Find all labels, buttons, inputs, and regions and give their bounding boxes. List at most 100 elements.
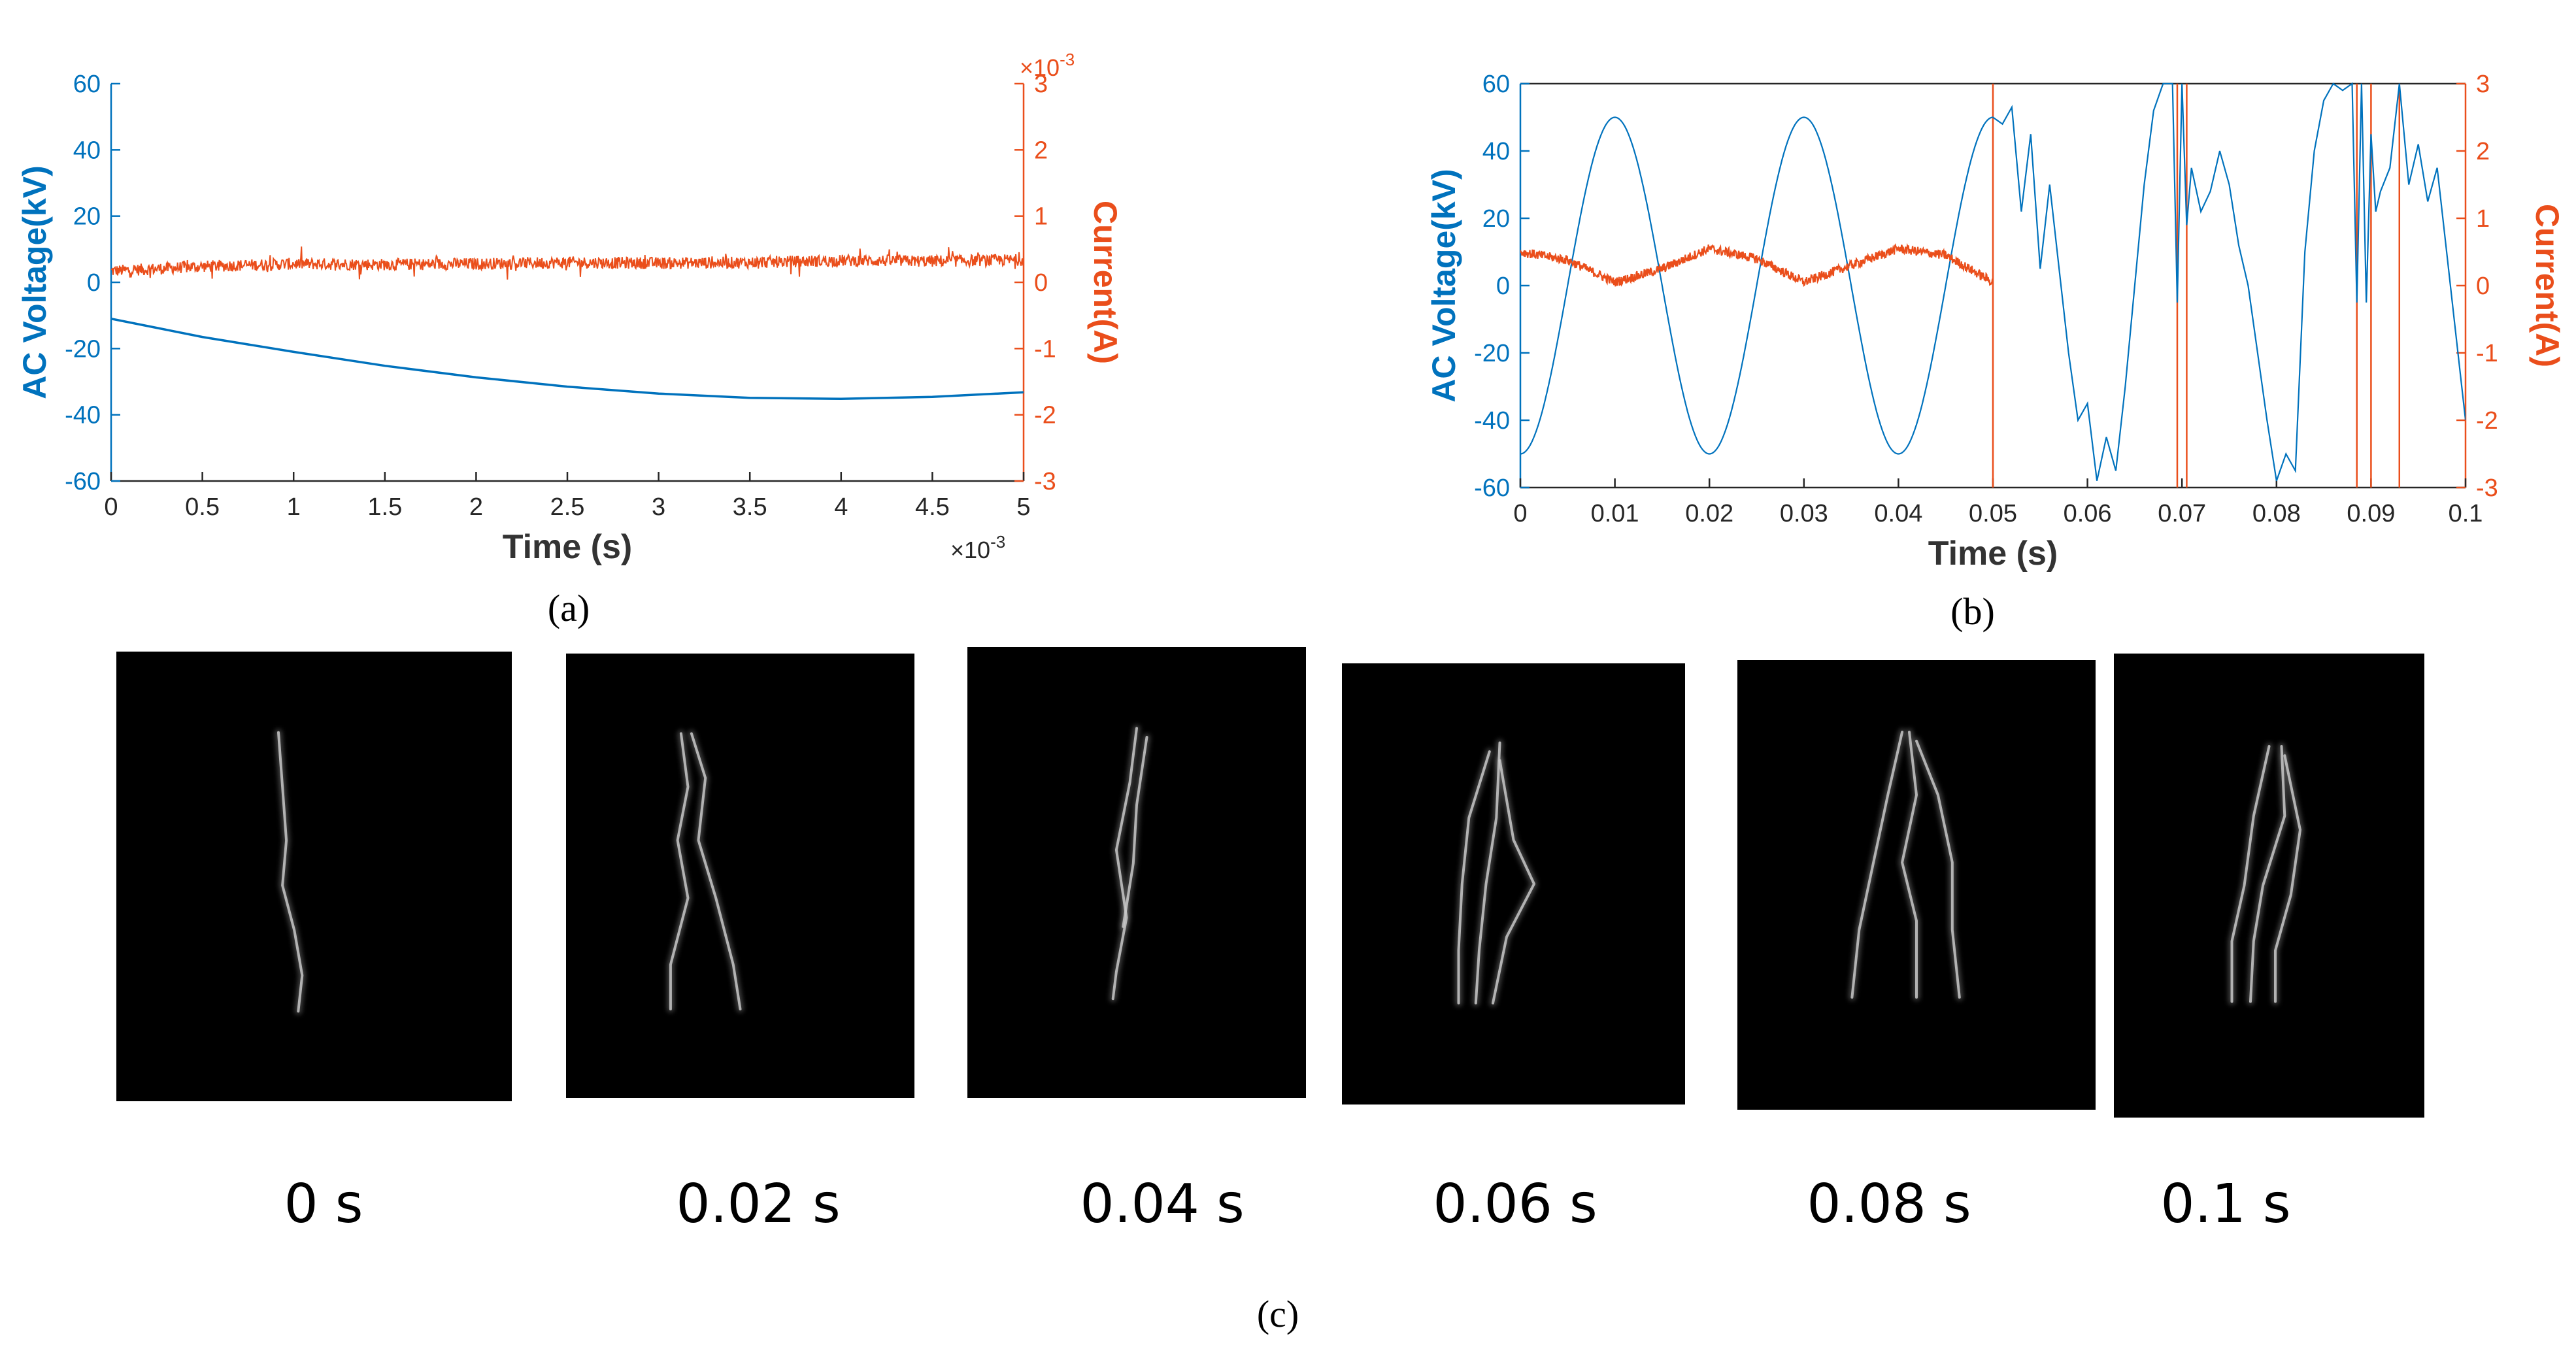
x-tick-label: 0 xyxy=(104,493,118,521)
photo-background xyxy=(967,647,1306,1098)
y-right-tick-label: 3 xyxy=(2476,71,2490,98)
photo-strip: 0 s 0.02 s 0.04 s 0.06 s 0.08 s 0.1 s (c) xyxy=(116,647,2424,1335)
y-left-axis-title: AC Voltage(kV) xyxy=(1426,169,1462,402)
y-right-tick-label: -2 xyxy=(1034,402,1056,429)
x-tick-label: 3 xyxy=(652,493,665,521)
x-axis-multiplier: ×10-3 xyxy=(950,532,1005,563)
y-left-tick-label: -60 xyxy=(65,468,101,495)
y-left-tick-label: 40 xyxy=(73,137,101,164)
photo-caption: 0.02 s xyxy=(676,1173,840,1235)
y-left-tick-label: 20 xyxy=(1482,205,1510,233)
streamer-channel xyxy=(1850,731,1904,999)
x-tick-label: 0.07 xyxy=(2158,500,2206,527)
discharge-photo: 0.02 s xyxy=(566,654,914,1235)
streamer-channel xyxy=(1474,741,1501,1005)
x-tick-label: 5 xyxy=(1016,493,1030,521)
y-right-tick-label: 2 xyxy=(2476,138,2490,165)
y-right-tick-label: 0 xyxy=(2476,273,2490,300)
x-tick-label: 4.5 xyxy=(915,493,950,521)
photo-background xyxy=(116,652,512,1101)
y-right-tick-label: -3 xyxy=(2476,474,2498,502)
y-left-tick-label: 60 xyxy=(73,71,101,98)
streamer-channel xyxy=(1901,731,1918,999)
discharge-photo: 0.08 s xyxy=(1737,660,2096,1235)
voltage-trace xyxy=(1520,82,2466,482)
y-left-tick-label: 40 xyxy=(1482,138,1510,165)
x-tick-label: 0.5 xyxy=(185,493,220,521)
chart-a: 0 0.5 1 1.5 2 2.5 3 3.5 4 4.5 5-60-40-200204060-3-… xyxy=(16,50,1124,629)
panel-label: (b) xyxy=(1950,590,1995,633)
voltage-trace xyxy=(111,317,1024,401)
streamer-channel xyxy=(1122,736,1148,928)
photo-background xyxy=(2114,654,2424,1118)
y-right-tick-label: 3 xyxy=(1034,71,1048,98)
panel-label: (a) xyxy=(548,587,590,629)
discharge-photo: 0.04 s xyxy=(967,647,1306,1235)
x-tick-label: 4 xyxy=(834,493,848,521)
streamer-channel xyxy=(2230,745,2271,1003)
x-tick-label: 0.02 xyxy=(1685,500,1733,527)
streamer-channel xyxy=(2249,745,2286,1003)
photo-caption: 0 s xyxy=(284,1173,363,1235)
x-tick-label: 0.01 xyxy=(1591,500,1639,527)
x-tick-label: 0 xyxy=(1513,500,1527,527)
x-multiplier-base: ×10 xyxy=(950,537,990,563)
x-multiplier-exp: -3 xyxy=(990,532,1005,552)
photo-caption: 0.04 s xyxy=(1080,1173,1244,1235)
y-left-tick-label: -20 xyxy=(1474,340,1510,367)
streamer-channel xyxy=(277,731,304,1013)
y-left-tick-label: -60 xyxy=(1474,474,1510,502)
y-right-axis-title: Current(A) xyxy=(2529,204,2566,367)
streamer-channel xyxy=(1915,739,1961,999)
y-right-tick-label: -1 xyxy=(1034,335,1056,363)
x-tick-label: 0.06 xyxy=(2064,500,2112,527)
y-left-tick-label: -40 xyxy=(1474,407,1510,435)
x-tick-label: 0.09 xyxy=(2347,500,2395,527)
photo-background xyxy=(1737,660,2096,1110)
y-left-tick-label: -20 xyxy=(65,335,101,363)
streamer-channel xyxy=(2274,754,2301,1003)
y-left-tick-label: 0 xyxy=(87,269,101,297)
discharge-photo: 0 s xyxy=(116,652,512,1235)
x-tick-label: 0.03 xyxy=(1780,500,1828,527)
y-left-tick-label: 60 xyxy=(1482,71,1510,98)
x-tick-label: 0.08 xyxy=(2252,500,2301,527)
x-tick-label: 2 xyxy=(469,493,483,521)
photo-caption: 0.1 s xyxy=(2160,1173,2290,1235)
streamer-channel xyxy=(690,732,742,1010)
x-tick-label: 1.5 xyxy=(367,493,402,521)
panel-label: (c) xyxy=(1257,1293,1299,1335)
photo-caption: 0.08 s xyxy=(1807,1173,1971,1235)
photo-caption: 0.06 s xyxy=(1433,1173,1597,1235)
current-trace xyxy=(111,246,1024,280)
x-tick-label: 2.5 xyxy=(550,493,585,521)
y-left-axis-title: AC Voltage(kV) xyxy=(16,165,53,399)
x-tick-label: 0.04 xyxy=(1874,500,1922,527)
streamer-channel xyxy=(1457,750,1491,1005)
x-axis-title: Time (s) xyxy=(503,528,632,566)
chart-b: 0 0.01 0.02 0.03 0.04 0.05 0.06 0.07 0.08 0.09 0.1… xyxy=(1426,71,2566,633)
discharge-photo: 0.1 s xyxy=(2114,654,2424,1235)
x-tick-label: 1 xyxy=(287,493,301,521)
y-left-tick-label: 0 xyxy=(1496,273,1510,300)
streamer-channel xyxy=(1111,727,1138,1001)
y-right-tick-label: -2 xyxy=(2476,407,2498,435)
y-left-tick-label: 20 xyxy=(73,203,101,231)
series-group xyxy=(111,246,1024,401)
streamer-channel xyxy=(669,732,690,1010)
photo-background xyxy=(566,654,914,1098)
y-right-axis-title: Current(A) xyxy=(1087,201,1124,364)
x-tick-label: 0.1 xyxy=(2449,500,2483,527)
series-group xyxy=(1520,82,2466,488)
y-right-tick-label: 1 xyxy=(1034,203,1048,231)
y-right-tick-label: -3 xyxy=(1034,468,1056,495)
y-right-tick-label: 1 xyxy=(2476,205,2490,233)
x-tick-label: 3.5 xyxy=(733,493,767,521)
discharge-photo: 0.06 s xyxy=(1342,663,1685,1235)
y-right-tick-label: -1 xyxy=(2476,340,2498,367)
photo-background xyxy=(1342,663,1685,1105)
right-axis-multiplier: ×10-3 xyxy=(1020,50,1075,81)
right-multiplier-base: ×10 xyxy=(1020,54,1060,81)
current-trace xyxy=(1520,242,1994,288)
